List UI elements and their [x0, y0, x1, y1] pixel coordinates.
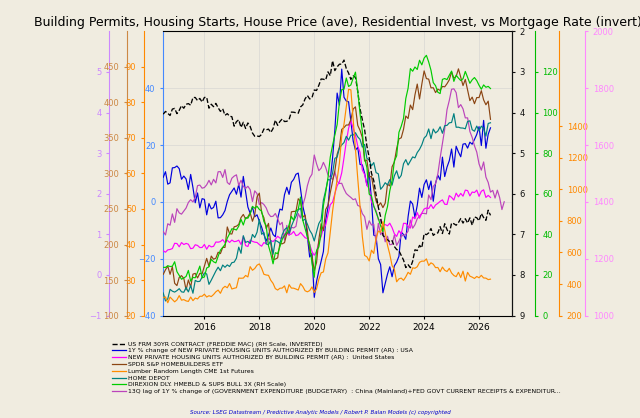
Text: Source: LSEG Datastream / Predictive Analytic Models / Robert P. Balan Models (c: Source: LSEG Datastream / Predictive Ana…: [189, 410, 451, 415]
Legend: US FRM 30YR CONTRACT (FREDDIE MAC) (RH Scale, INVERTED), 1Y % change of NEW PRIV: US FRM 30YR CONTRACT (FREDDIE MAC) (RH S…: [112, 342, 561, 394]
Title: Building Permits, Housing Starts, House Price (ave), Residential Invest, vs Mort: Building Permits, Housing Starts, House …: [34, 16, 640, 29]
